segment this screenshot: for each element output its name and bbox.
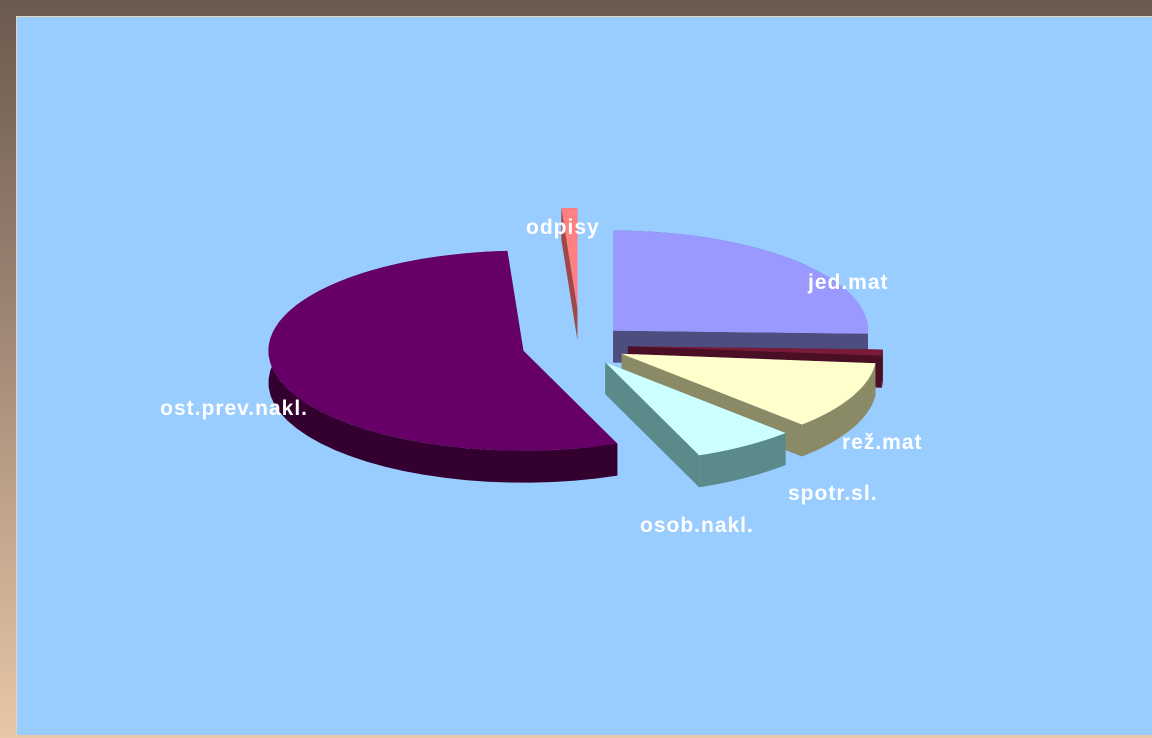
label-odpisy: odpisy bbox=[526, 216, 600, 239]
label-re-mat: rež.mat bbox=[842, 431, 923, 454]
label-osob-nakl: osob.nakl. bbox=[640, 514, 754, 537]
slice-jed-mat bbox=[613, 230, 869, 334]
slice-re-mat bbox=[627, 346, 883, 356]
slice-side-spotr-sl bbox=[801, 363, 876, 457]
plot-area bbox=[16, 16, 1152, 735]
slice-osob-nakl bbox=[605, 362, 786, 456]
label-jed-mat: jed.mat bbox=[807, 271, 889, 294]
slice-cut-odpisy-0 bbox=[561, 208, 578, 341]
pie-label-layer: jed.mat rež.mat spotr.sl. osob.nakl. ost.pre… bbox=[160, 216, 923, 537]
pie-top-layer bbox=[268, 208, 883, 456]
slice-cut-osob-nakl-1 bbox=[605, 362, 700, 488]
slice-side-ost-prev-nakl bbox=[268, 250, 618, 483]
label-spotr-sl: spotr.sl. bbox=[788, 482, 878, 505]
slice-spotr-sl bbox=[621, 353, 876, 425]
slice-ost-prev-nakl bbox=[268, 250, 618, 451]
slice-odpisy bbox=[561, 208, 578, 309]
label-ost-prev-nakl: ost.prev.nakl. bbox=[160, 397, 308, 420]
